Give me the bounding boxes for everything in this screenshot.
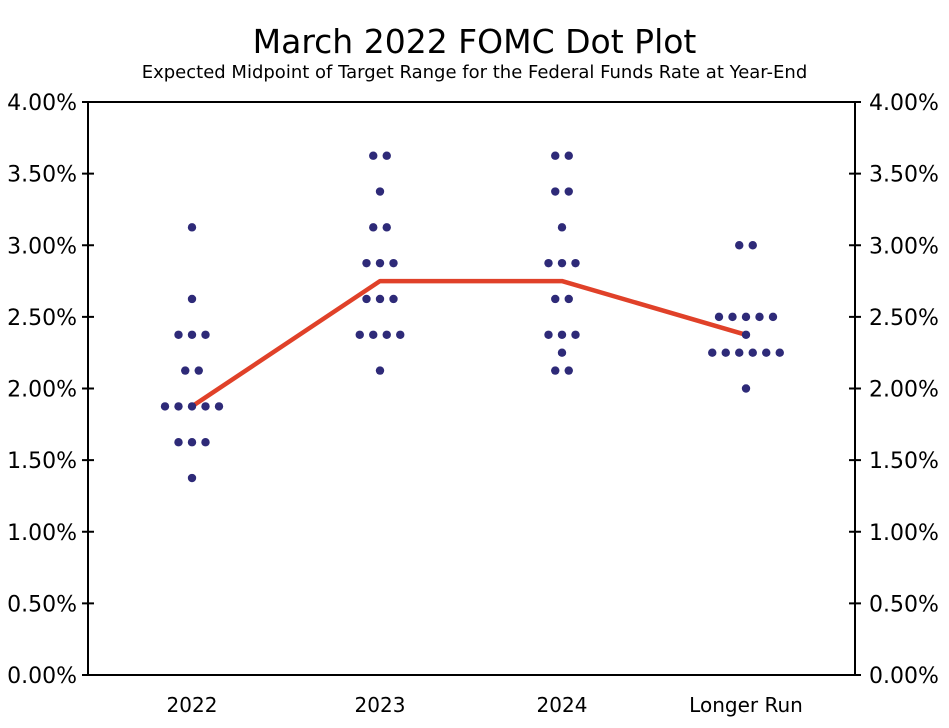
dot (174, 330, 183, 339)
dot (551, 366, 560, 375)
y-tick-label-left: 0.00% (7, 664, 77, 689)
dot (571, 330, 580, 339)
dot (775, 348, 784, 357)
dot (382, 151, 391, 160)
dot (557, 348, 567, 357)
dot (741, 330, 751, 339)
y-tick-label-right: 2.00% (869, 378, 939, 403)
dot (768, 312, 778, 322)
dot (735, 348, 744, 357)
chart-subtitle: Expected Midpoint of Target Range for th… (141, 62, 808, 83)
y-tick-label-right: 4.00% (869, 91, 939, 116)
dot (564, 366, 573, 375)
dot (181, 366, 190, 375)
dot (721, 348, 730, 357)
dot (362, 294, 371, 304)
dot (160, 402, 170, 411)
dot (375, 366, 385, 375)
dot (544, 330, 553, 339)
dot (396, 330, 405, 339)
median-line (190, 278, 747, 409)
y-tick-label-right: 3.50% (869, 163, 939, 188)
y-tick-label-left: 3.50% (7, 163, 77, 188)
x-tick-label: Longer Run (689, 693, 803, 717)
dot (187, 330, 197, 339)
dot (187, 438, 197, 447)
y-tick-label-right: 0.00% (869, 664, 939, 689)
dot (564, 151, 573, 160)
dot (362, 258, 371, 268)
dot (714, 312, 724, 322)
y-tick-label-right: 2.50% (869, 306, 939, 331)
dot (201, 438, 210, 447)
dot (551, 187, 560, 196)
dot (741, 312, 751, 322)
y-tick-label-right: 1.00% (869, 521, 939, 546)
dot (369, 330, 378, 339)
dot (369, 151, 378, 160)
dot (557, 223, 567, 232)
dot (174, 438, 183, 447)
y-tick-label-left: 2.50% (7, 306, 77, 331)
dot (389, 258, 398, 268)
plot-frame (87, 101, 856, 676)
dot (741, 384, 751, 393)
dot (571, 258, 580, 268)
dot (735, 241, 744, 250)
dot (187, 294, 197, 304)
dot (369, 223, 378, 232)
dot (708, 348, 717, 357)
x-tick-label: 2022 (167, 693, 218, 717)
y-tick-label-left: 1.00% (7, 521, 77, 546)
dot (748, 348, 757, 357)
dot (557, 330, 567, 339)
dot (551, 151, 560, 160)
x-tick-label: 2024 (537, 693, 588, 717)
dot (382, 223, 391, 232)
dot (389, 294, 398, 304)
dot (551, 294, 560, 304)
dot (755, 312, 764, 322)
dot (728, 312, 737, 322)
y-tick-label-right: 1.50% (869, 449, 939, 474)
y-tick-label-left: 3.00% (7, 234, 77, 259)
y-tick-label-left: 4.00% (7, 91, 77, 116)
y-tick-label-left: 0.50% (7, 592, 77, 617)
dot (375, 258, 385, 268)
dot (194, 366, 203, 375)
y-tick-label-right: 3.00% (869, 234, 939, 259)
chart-title: March 2022 FOMC Dot Plot (252, 22, 697, 61)
dot (748, 241, 757, 250)
dot (375, 187, 385, 196)
dot (544, 258, 553, 268)
dot (187, 473, 197, 483)
y-tick-label-right: 0.50% (869, 592, 939, 617)
dot (187, 223, 197, 232)
dot (201, 402, 210, 411)
dot (564, 294, 573, 304)
dot (382, 330, 391, 339)
dot (375, 294, 385, 304)
dot (355, 330, 364, 339)
dot (174, 402, 183, 411)
dot (187, 402, 197, 411)
y-tick-label-left: 1.50% (7, 449, 77, 474)
x-tick-label: 2023 (355, 693, 406, 717)
dot (201, 330, 210, 339)
dot (557, 258, 567, 268)
dot (762, 348, 771, 357)
dot (564, 187, 573, 196)
y-tick-label-left: 2.00% (7, 378, 77, 403)
dot (214, 402, 224, 411)
